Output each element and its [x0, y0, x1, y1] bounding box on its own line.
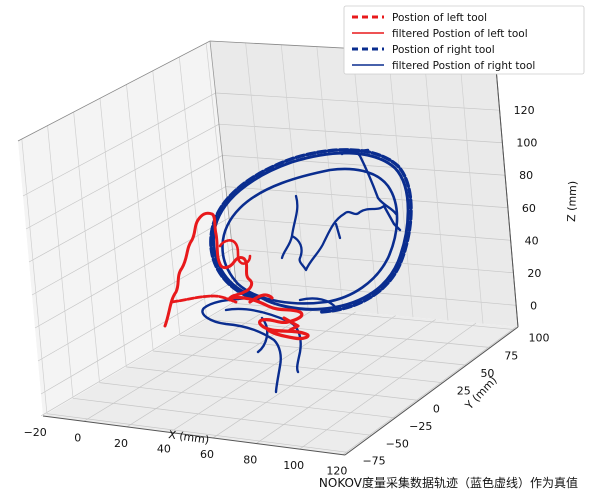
x-axis-line: [42, 415, 346, 456]
x-gridline: [83, 304, 276, 422]
x-tick-label: −20: [24, 426, 47, 439]
x-tick-label: 80: [243, 454, 257, 467]
legend-label: Postion of right tool: [392, 44, 495, 56]
right-tool-outer-loop-dash: [209, 148, 413, 314]
left-tool-trajectories: [163, 211, 310, 341]
x-gridline: [342, 326, 517, 456]
legend-box: [343, 5, 585, 75]
z-axis-line: [494, 55, 519, 328]
right-tool-middle-wiggle: [280, 194, 386, 272]
z-tick-label: 40: [525, 234, 539, 247]
y-wall-gridline: [73, 111, 100, 383]
x-axis-label: X (mm): [168, 428, 210, 447]
back-wall-gridline: [459, 54, 484, 324]
y-wall-gridline: [126, 84, 154, 352]
left-tool-main-path: [163, 211, 254, 328]
tick-labels: −20 0 20 40 60 80 100 120−75−50−250255075100020…: [24, 104, 550, 478]
y-gridline: [234, 302, 515, 330]
z-tick-label: 0: [530, 299, 537, 312]
z-tick-label: 60: [522, 202, 536, 215]
y-gridline: [72, 397, 372, 436]
z-axis-label: Z (mm): [565, 181, 579, 222]
y-gridline: [46, 413, 349, 453]
y-tick-label: 100: [529, 332, 550, 345]
y-tick-label: 25: [457, 385, 471, 398]
y-gridline: [126, 366, 419, 401]
back-wall-gridline: [423, 52, 449, 321]
y-tick-label: 75: [504, 349, 518, 362]
x-gridline: [169, 311, 356, 433]
z-tick-label: 100: [516, 137, 537, 150]
left-pane: [18, 41, 238, 416]
y-tick-label: −50: [386, 437, 409, 450]
y-wall-gridline: [47, 125, 74, 399]
left-tool-upper-hook: [218, 239, 252, 265]
back-wall-gridline: [280, 44, 309, 308]
y-wall-gridline: [178, 56, 208, 320]
z-tick-label: 80: [519, 169, 533, 182]
x-tick-label: 20: [114, 437, 128, 450]
x-tick-label: 60: [200, 448, 214, 461]
gridlines: [21, 42, 517, 456]
x-tick-label: 0: [74, 431, 81, 444]
x-gridline: [299, 322, 477, 450]
legend-label: filtered Postion of left tool: [392, 28, 528, 40]
left-tool-lower-cluster: [228, 293, 310, 341]
y-axis-line: [344, 326, 519, 456]
y-gridline: [179, 334, 467, 366]
floor-pane: [43, 301, 518, 455]
x-gridline: [212, 315, 396, 439]
right-tool-upper-right-scribble: [340, 148, 402, 232]
y-tick-label: 0: [433, 402, 440, 415]
y-gridline: [206, 319, 491, 348]
y-tick-label: 50: [480, 367, 494, 380]
x-tick-label: 40: [157, 442, 171, 455]
legend-label: filtered Postion of right tool: [392, 60, 535, 72]
z-tick-label: 20: [527, 267, 541, 280]
y-tick-label: −75: [362, 454, 385, 467]
back-pane: [210, 41, 518, 327]
x-gridline: [126, 307, 317, 428]
y-tick-label: −25: [409, 420, 432, 433]
back-wall-gridline: [352, 48, 379, 315]
x-tick-label: 100: [283, 459, 304, 472]
legend: Postion of left tool filtered Postion of …: [343, 5, 585, 75]
y-wall-gridline: [21, 138, 48, 414]
legend-label: Postion of left tool: [392, 12, 487, 24]
x-gridline: [256, 319, 436, 444]
back-wall-gridline: [316, 46, 344, 311]
y-gridline: [99, 382, 396, 419]
x-tick-label: 120: [326, 465, 347, 478]
z-tick-label: 120: [514, 104, 535, 117]
x-gridline: [41, 300, 237, 417]
left-tool-connector: [170, 294, 238, 304]
y-wall-gridline: [205, 42, 235, 304]
back-wall-gridline: [387, 50, 414, 318]
y-wall-gridline: [99, 98, 127, 367]
figure-caption: NOKOV度量采集数据轨迹（蓝色虚线）作为真值: [318, 476, 578, 490]
